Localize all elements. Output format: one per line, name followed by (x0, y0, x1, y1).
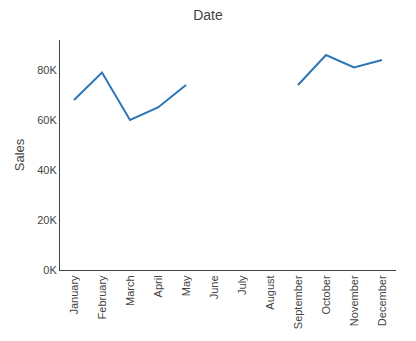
svg-text:March: March (124, 275, 136, 306)
svg-text:January: January (68, 275, 80, 315)
svg-text:Date: Date (193, 7, 223, 23)
svg-text:August: August (264, 275, 276, 309)
svg-text:80K: 80K (37, 64, 57, 76)
svg-text:October: October (320, 275, 332, 314)
svg-text:0K: 0K (43, 264, 57, 276)
svg-text:May: May (180, 275, 192, 296)
svg-text:Sales: Sales (12, 138, 27, 171)
svg-text:20K: 20K (37, 214, 57, 226)
svg-text:November: November (348, 275, 360, 326)
svg-text:September: September (292, 275, 304, 329)
svg-text:December: December (376, 275, 388, 326)
svg-text:60K: 60K (37, 114, 57, 126)
svg-text:June: June (208, 275, 220, 299)
svg-text:February: February (96, 275, 108, 320)
svg-text:40K: 40K (37, 164, 57, 176)
svg-text:July: July (236, 275, 248, 295)
svg-text:April: April (152, 275, 164, 297)
